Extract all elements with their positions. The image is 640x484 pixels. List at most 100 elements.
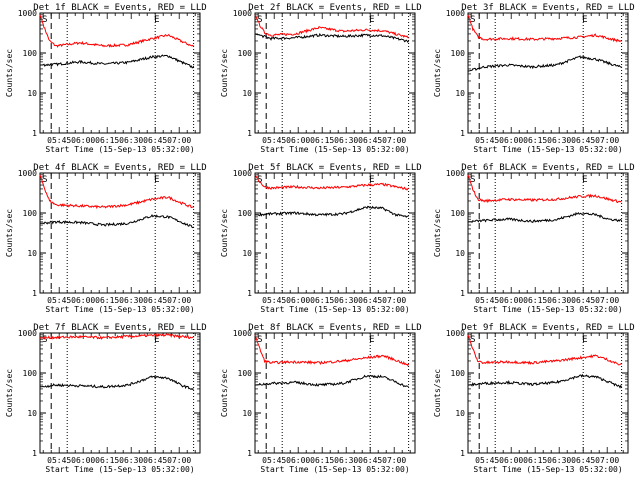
plot-frame xyxy=(39,172,201,294)
y-axis-title: Counts/sec xyxy=(433,49,442,97)
series-red-lld xyxy=(467,334,622,366)
marker-s: S xyxy=(470,175,475,185)
chart-panel-5: Det 5f BLACK = Events, RED = LLD 1 10 100 10… xyxy=(220,163,422,314)
y-axis-title: Counts/sec xyxy=(220,369,229,417)
x-tick-label: 05:45 xyxy=(47,456,71,465)
y-tick-label: 1 xyxy=(32,129,37,138)
x-tick-label: 06:45 xyxy=(358,456,382,465)
x-tick-label: 06:45 xyxy=(143,296,167,305)
y-axis-title: Counts/sec xyxy=(220,49,229,97)
x-tick-label: 05:45 xyxy=(475,136,499,145)
plot-frame xyxy=(39,12,201,134)
x-tick-label: 06:15 xyxy=(523,456,547,465)
y-tick-label: 1 xyxy=(32,289,37,298)
x-tick-label: 06:30 xyxy=(547,136,571,145)
x-tick-label: 07:00 xyxy=(595,456,619,465)
series-red-lld xyxy=(40,333,194,340)
y-tick-label: 1 xyxy=(460,129,465,138)
x-tick-label: 06:00 xyxy=(71,456,95,465)
chart-panel-7: Det 7f BLACK = Events, RED = LLD 1 10 100 10… xyxy=(5,323,207,474)
series-black-events xyxy=(255,374,409,388)
x-tick-label: 06:00 xyxy=(499,136,523,145)
y-tick-label: 10 xyxy=(242,409,252,418)
y-tick-label: 100 xyxy=(23,369,38,378)
plot-frame xyxy=(467,332,629,454)
marker-e: E xyxy=(582,175,587,185)
plot-frame xyxy=(254,172,416,294)
chart-title: Det 3f BLACK = Events, RED = LLD xyxy=(461,3,634,13)
x-tick-label: 07:00 xyxy=(167,456,191,465)
x-tick-label: 07:00 xyxy=(382,136,406,145)
y-tick-label: 1000 xyxy=(446,169,465,178)
y-tick-label: 1 xyxy=(32,449,37,458)
chart-title: Det 9f BLACK = Events, RED = LLD xyxy=(461,323,634,333)
plot-frame xyxy=(254,12,416,134)
x-tick-label: 06:30 xyxy=(547,456,571,465)
marker-s: S xyxy=(42,15,47,25)
chart-panel-8: Det 8f BLACK = Events, RED = LLD 1 10 100 10… xyxy=(220,323,422,474)
x-tick-label: 06:00 xyxy=(286,136,310,145)
series-red-lld xyxy=(254,174,409,191)
x-tick-label: 06:00 xyxy=(286,296,310,305)
x-axis-title: Start Time (15-Sep-13 05:32:00) xyxy=(473,305,622,314)
y-tick-label: 100 xyxy=(238,209,253,218)
series-red-lld xyxy=(39,14,194,48)
y-tick-label: 10 xyxy=(27,409,37,418)
series-red-lld xyxy=(254,14,409,39)
y-tick-label: 10 xyxy=(455,89,465,98)
marker-e: E xyxy=(582,335,587,345)
y-axis-title: Counts/sec xyxy=(220,209,229,257)
y-tick-label: 100 xyxy=(451,209,466,218)
y-tick-label: 1000 xyxy=(233,169,252,178)
x-tick-label: 06:00 xyxy=(71,296,95,305)
y-tick-label: 1000 xyxy=(18,9,37,18)
x-axis-title: Start Time (15-Sep-13 05:32:00) xyxy=(473,145,622,154)
x-tick-label: 06:15 xyxy=(95,296,119,305)
x-tick-label: 06:15 xyxy=(310,456,334,465)
marker-s: S xyxy=(42,335,47,345)
y-tick-label: 1000 xyxy=(233,329,252,338)
x-tick-label: 07:00 xyxy=(382,296,406,305)
x-tick-label: 07:00 xyxy=(595,136,619,145)
marker-e: E xyxy=(154,15,159,25)
y-tick-label: 10 xyxy=(242,249,252,258)
x-tick-label: 06:30 xyxy=(334,456,358,465)
y-axis-title: Counts/sec xyxy=(433,209,442,257)
plot-frame xyxy=(467,172,629,294)
x-axis-title: Start Time (15-Sep-13 05:32:00) xyxy=(260,465,409,474)
series-black-events xyxy=(40,54,195,69)
chart-title: Det 7f BLACK = Events, RED = LLD xyxy=(33,323,206,333)
y-tick-label: 1000 xyxy=(233,9,252,18)
x-tick-label: 06:15 xyxy=(523,136,547,145)
x-tick-label: 06:15 xyxy=(95,456,119,465)
series-red-lld xyxy=(39,174,194,210)
x-tick-label: 06:45 xyxy=(571,136,595,145)
x-tick-label: 06:30 xyxy=(119,296,143,305)
x-axis-title: Start Time (15-Sep-13 05:32:00) xyxy=(45,465,194,474)
x-tick-label: 05:45 xyxy=(475,296,499,305)
y-tick-label: 100 xyxy=(451,369,466,378)
x-tick-label: 07:00 xyxy=(167,136,191,145)
y-tick-label: 1 xyxy=(247,289,252,298)
x-tick-label: 06:30 xyxy=(334,136,358,145)
series-red-lld xyxy=(467,14,622,43)
y-tick-label: 10 xyxy=(27,249,37,258)
x-tick-label: 05:45 xyxy=(47,136,71,145)
y-tick-label: 100 xyxy=(23,209,38,218)
series-black-events xyxy=(39,213,194,229)
x-axis-title: Start Time (15-Sep-13 05:32:00) xyxy=(473,465,622,474)
x-tick-label: 07:00 xyxy=(382,456,406,465)
series-black-events xyxy=(468,373,623,389)
marker-e: E xyxy=(582,15,587,25)
y-tick-label: 10 xyxy=(242,89,252,98)
marker-s: S xyxy=(470,15,475,25)
y-tick-label: 100 xyxy=(238,49,253,58)
marker-e: E xyxy=(369,15,374,25)
x-axis-title: Start Time (15-Sep-13 05:32:00) xyxy=(260,305,409,314)
x-tick-label: 05:45 xyxy=(262,296,286,305)
x-tick-label: 06:45 xyxy=(143,136,167,145)
marker-s: S xyxy=(42,175,47,185)
chart-panel-4: Det 4f BLACK = Events, RED = LLD 1 10 100 10… xyxy=(5,163,207,314)
chart-panel-1: Det 1f BLACK = Events, RED = LLD 1 10 100 10… xyxy=(5,3,207,154)
